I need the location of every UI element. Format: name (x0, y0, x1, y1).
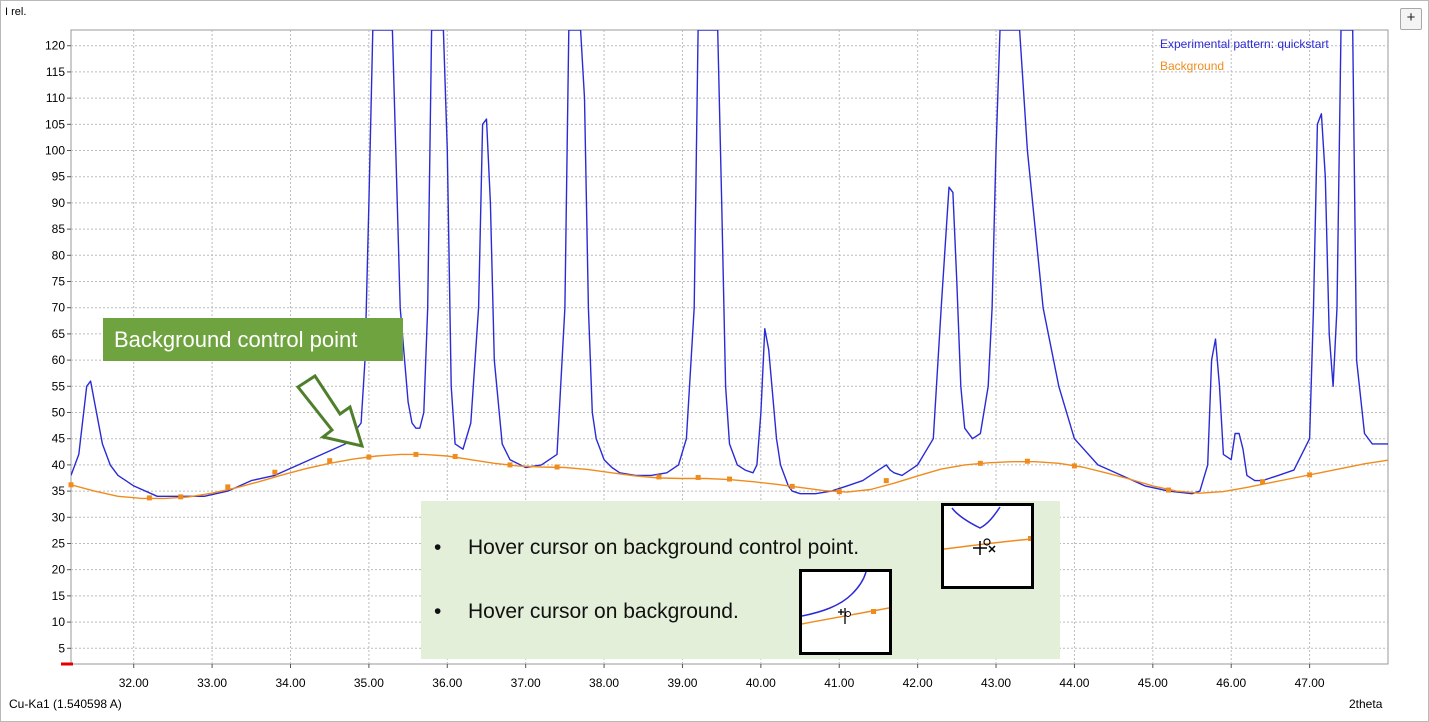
inset-control-point-cursor (941, 503, 1034, 589)
background-control-point[interactable] (452, 454, 458, 460)
y-tick-label: 30 (52, 510, 66, 524)
y-axis-label: I rel. (5, 6, 27, 18)
background-control-point[interactable] (1024, 458, 1030, 464)
x-tick-label: 36.00 (432, 676, 462, 690)
y-tick-label: 50 (52, 405, 66, 419)
inset-background-drawing (802, 572, 889, 625)
background-control-point[interactable] (695, 474, 701, 480)
y-tick-label: 95 (52, 170, 66, 184)
background-control-point[interactable] (225, 484, 231, 490)
wavelength-label: Cu-Ka1 (1.540598 A) (9, 697, 122, 711)
experimental-pattern-line (71, 30, 1388, 497)
background-control-point[interactable] (977, 460, 983, 466)
zoom-in-button[interactable]: + (1400, 8, 1422, 30)
x-tick-label: 40.00 (746, 676, 776, 690)
y-tick-label: 55 (52, 379, 66, 393)
background-control-point[interactable] (507, 462, 513, 468)
y-tick-label: 35 (52, 484, 66, 498)
y-tick-label: 40 (52, 458, 66, 472)
y-tick-label: 120 (45, 39, 65, 53)
x-tick-label: 46.00 (1216, 676, 1246, 690)
hint-text: Hover cursor on background control point… (468, 536, 860, 559)
y-tick-label: 20 (52, 563, 66, 577)
y-tick-label: 110 (46, 91, 65, 105)
callout-arrow-icon (295, 373, 365, 449)
y-tick-label: 90 (52, 196, 66, 210)
x-tick-label: 45.00 (1138, 676, 1168, 690)
background-control-point[interactable] (1260, 479, 1266, 485)
x-tick-label: 35.00 (354, 676, 384, 690)
background-control-point[interactable] (789, 483, 795, 489)
hint-item: • Hover cursor on background control poin… (434, 536, 859, 560)
move-cursor-icon (973, 538, 996, 555)
hint-item: • Hover cursor on background. (434, 600, 739, 624)
y-tick-label: 60 (52, 353, 66, 367)
background-control-point[interactable] (554, 464, 560, 470)
legend-background: Background (1160, 59, 1224, 73)
background-control-point[interactable] (413, 451, 419, 457)
background-control-point[interactable] (146, 495, 152, 501)
background-control-point[interactable] (1166, 487, 1171, 493)
hint-text: Hover cursor on background. (468, 600, 739, 623)
y-tick-label: 10 (52, 615, 66, 629)
y-tick-label: 25 (52, 536, 66, 550)
bullet-icon: • (434, 536, 442, 559)
y-tick-label: 85 (52, 222, 66, 236)
y-tick-label: 100 (45, 144, 65, 158)
background-control-point[interactable] (272, 469, 278, 475)
y-tick-label: 105 (45, 117, 65, 131)
background-control-point[interactable] (366, 454, 372, 460)
y-tick-label: 80 (52, 248, 66, 262)
background-control-point[interactable] (327, 458, 333, 464)
background-control-point[interactable] (883, 478, 889, 484)
y-tick-label: 5 (58, 641, 65, 655)
background-control-point[interactable] (836, 489, 842, 495)
x-tick-label: 42.00 (903, 676, 933, 690)
x-tick-label: 39.00 (667, 676, 697, 690)
inset-control-point-drawing (944, 506, 1031, 555)
bullet-icon: • (434, 600, 442, 623)
x-tick-label: 37.00 (511, 676, 541, 690)
x-tick-label: 43.00 (981, 676, 1011, 690)
x-axis-label: 2theta (1349, 697, 1383, 711)
y-tick-label: 115 (46, 65, 65, 79)
inset-background-cursor (799, 569, 892, 655)
y-tick-label: 65 (52, 327, 66, 341)
callout-label: Background control point (103, 318, 403, 361)
background-control-point[interactable] (68, 482, 74, 488)
x-tick-label: 38.00 (589, 676, 619, 690)
background-control-point[interactable] (178, 494, 184, 500)
background-control-point[interactable] (656, 474, 662, 480)
background-control-point[interactable] (1307, 472, 1313, 478)
y-tick-label: 70 (52, 301, 66, 315)
x-tick-label: 34.00 (275, 676, 305, 690)
x-tick-label: 33.00 (197, 676, 227, 690)
x-tick-label: 32.00 (119, 676, 149, 690)
legend-experimental: Experimental pattern: quickstart (1160, 37, 1329, 51)
x-tick-label: 44.00 (1059, 676, 1089, 690)
x-tick-label: 41.00 (824, 676, 854, 690)
background-control-point[interactable] (727, 476, 732, 482)
y-tick-label: 45 (52, 432, 66, 446)
y-tick-label: 75 (52, 275, 66, 289)
background-control-point[interactable] (1071, 463, 1077, 469)
y-tick-label: 15 (52, 589, 66, 603)
x-tick-label: 47.00 (1295, 676, 1325, 690)
add-point-cursor-icon (838, 608, 851, 624)
